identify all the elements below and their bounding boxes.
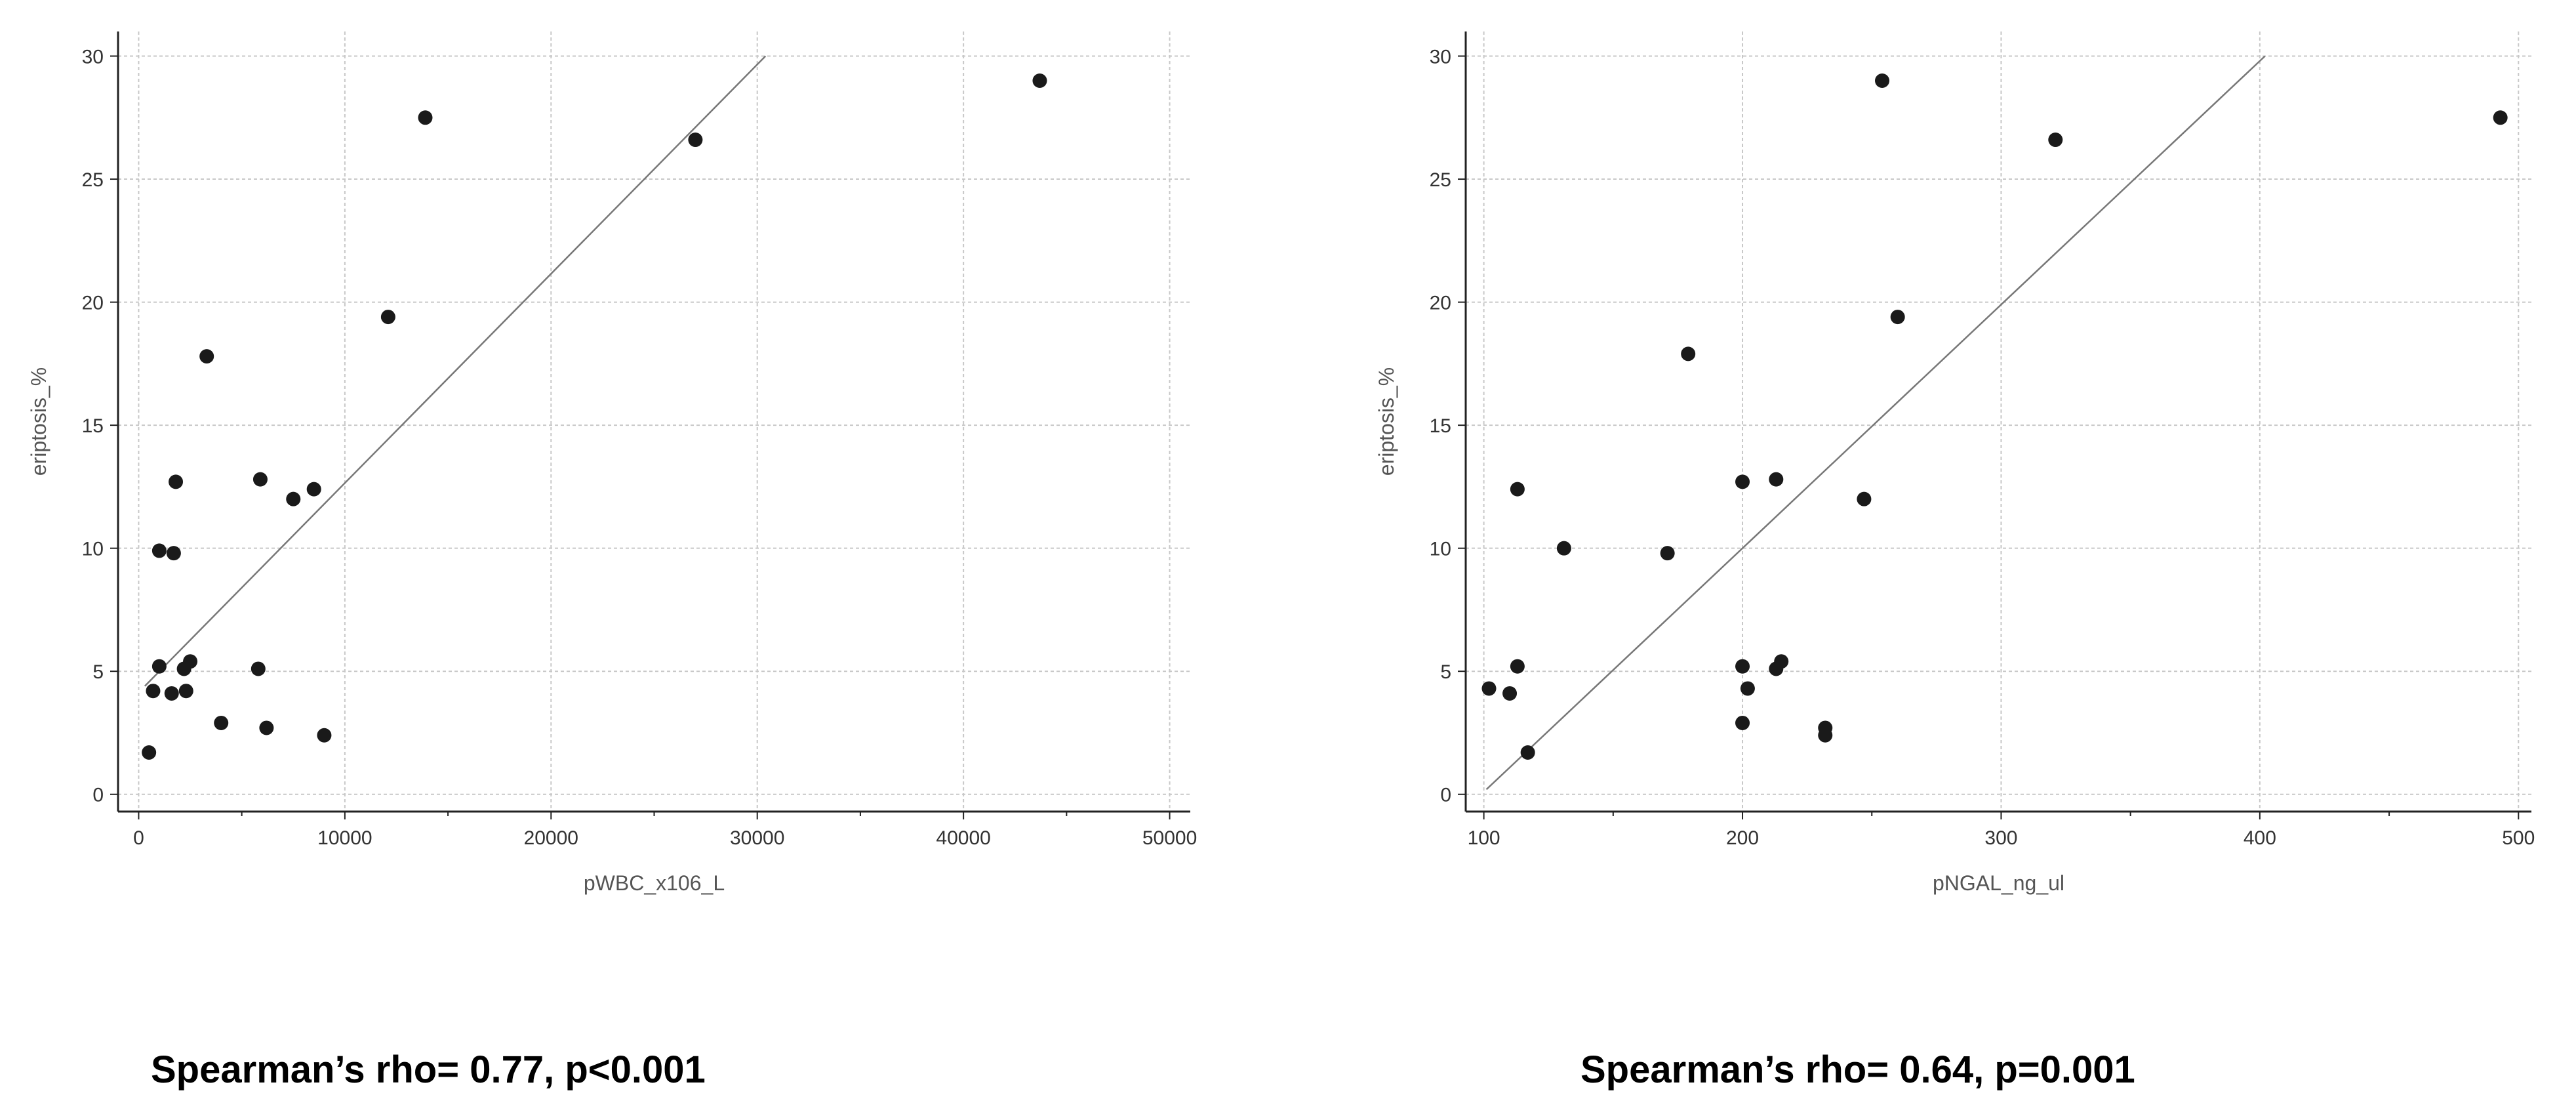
data-point [317, 728, 332, 743]
data-point [2493, 110, 2508, 125]
data-point [169, 474, 184, 489]
data-point [1857, 491, 1872, 506]
y-tick-label: 30 [1430, 47, 1451, 68]
data-point [286, 491, 301, 506]
x-tick-label: 20000 [524, 827, 578, 849]
x-tick-label: 30000 [730, 827, 784, 849]
x-tick-label: 200 [1726, 827, 1759, 849]
data-point [1774, 654, 1789, 669]
data-point [418, 110, 433, 125]
data-point [1875, 73, 1890, 89]
x-tick-label: 500 [2502, 827, 2535, 849]
x-tick-label: 400 [2244, 827, 2276, 849]
regression-line [144, 55, 767, 687]
data-point [178, 684, 193, 699]
data-point [214, 715, 229, 730]
y-tick-label: 0 [92, 785, 104, 806]
data-point [142, 745, 157, 760]
data-point [151, 543, 167, 558]
x-tick-label: 50000 [1142, 827, 1197, 849]
data-point [1660, 546, 1675, 561]
data-point [1740, 681, 1755, 696]
data-point [306, 482, 321, 497]
data-point [1818, 728, 1833, 743]
data-point [251, 661, 266, 676]
data-point [146, 684, 161, 699]
y-tick-label: 25 [1430, 169, 1451, 191]
data-point [166, 546, 181, 561]
y-tick-label: 5 [92, 661, 104, 683]
data-point [1481, 681, 1497, 696]
y-tick-label: 25 [82, 169, 104, 191]
data-point [199, 349, 214, 364]
data-point [380, 310, 395, 325]
data-point [1520, 745, 1535, 760]
x-tick-label: 40000 [936, 827, 990, 849]
data-point [151, 659, 167, 674]
data-point [1556, 541, 1571, 556]
data-point [1032, 73, 1047, 89]
y-tick-label: 10 [82, 539, 104, 560]
x-tick-label: 300 [1984, 827, 2017, 849]
data-point [259, 720, 274, 735]
data-point [1681, 346, 1696, 361]
data-point [1510, 482, 1525, 497]
y-tick-label: 5 [1440, 661, 1451, 683]
spearman-annotation-right: Spearman’s rho= 0.64, p=0.001 [1580, 1048, 2135, 1091]
y-tick-label: 0 [1440, 785, 1451, 806]
x-tick-label: 100 [1468, 827, 1500, 849]
y-axis-title: eriptosis_% [27, 367, 50, 476]
data-point [1769, 472, 1784, 487]
data-point [688, 133, 703, 148]
data-point [183, 654, 198, 669]
y-tick-label: 15 [1430, 415, 1451, 437]
data-point [1890, 310, 1905, 325]
y-tick-label: 20 [1430, 293, 1451, 314]
chart-pwbc-eriptosis: 0 5 10 15 20 25 30 0 10000 20000 30000 40000 50000 pW… [27, 31, 1197, 895]
x-axis-title: pNGAL_ng_ul [1933, 871, 2064, 895]
y-tick-label: 30 [82, 47, 104, 68]
data-point [164, 686, 179, 701]
data-point [1735, 659, 1750, 674]
data-point [1510, 659, 1525, 674]
regression-line [1485, 55, 2266, 791]
chart-pngal-eriptosis: 0 5 10 15 20 25 30 100 200 300 400 500 pNGAL_ng_ul er… [1375, 31, 2535, 895]
data-point [1735, 715, 1750, 730]
data-point [252, 472, 268, 487]
data-point [1735, 474, 1750, 489]
data-point [2048, 133, 2063, 148]
x-tick-label: 0 [133, 827, 144, 849]
x-tick-label: 10000 [317, 827, 372, 849]
y-tick-label: 20 [82, 293, 104, 314]
y-axis-title: eriptosis_% [1375, 367, 1398, 476]
data-point [1502, 686, 1518, 701]
x-axis-title: pWBC_x106_L [584, 871, 725, 895]
spearman-annotation-left: Spearman’s rho= 0.77, p<0.001 [151, 1048, 706, 1091]
y-tick-label: 15 [82, 415, 104, 437]
y-tick-label: 10 [1430, 539, 1451, 560]
